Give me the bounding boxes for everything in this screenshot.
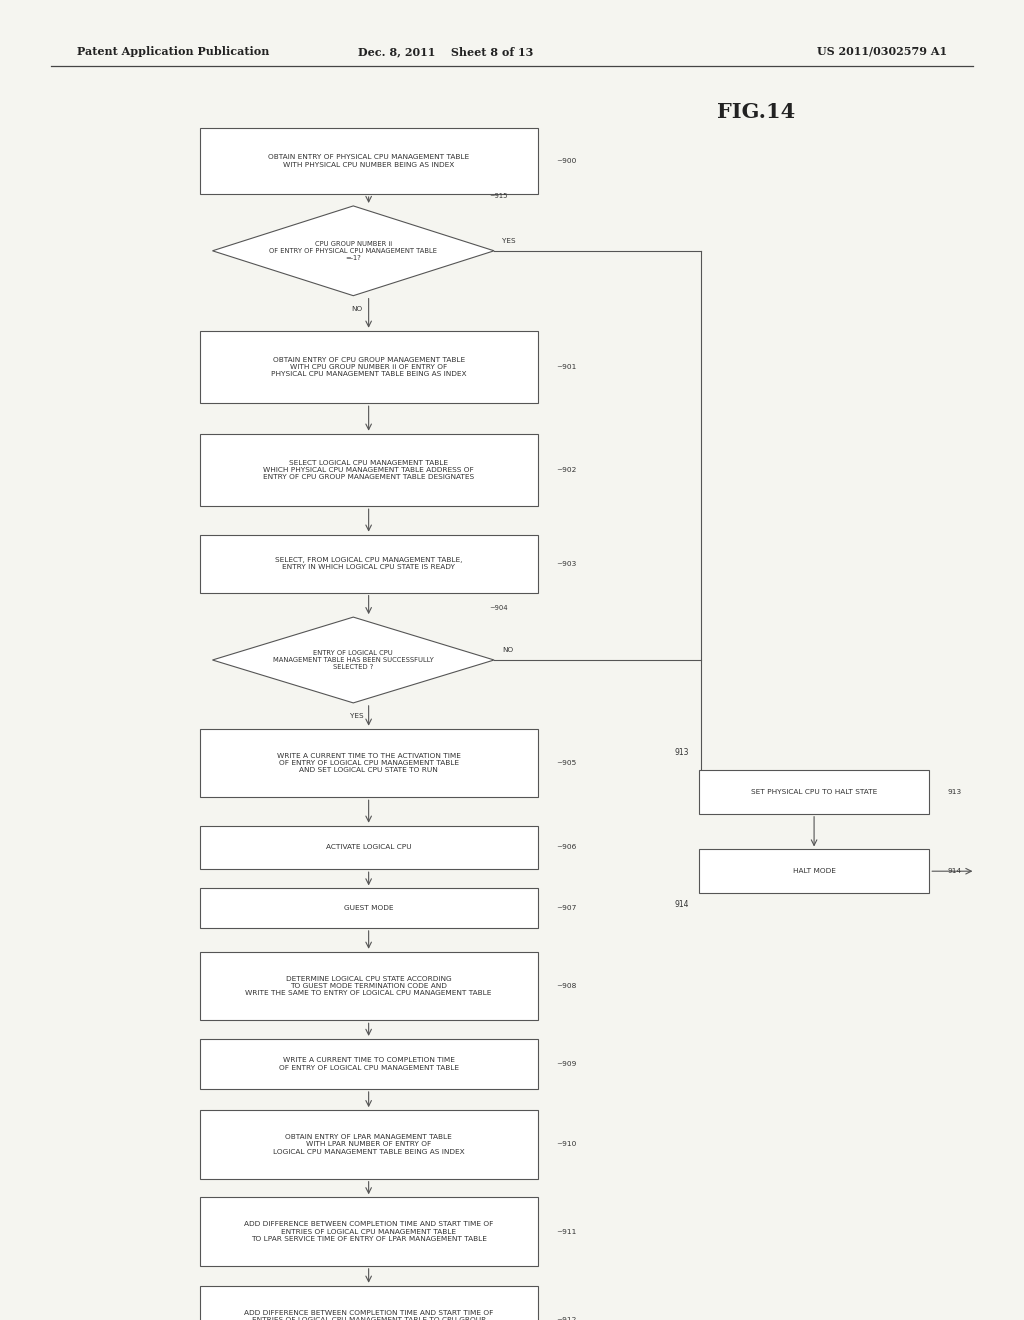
- FancyBboxPatch shape: [200, 535, 538, 593]
- FancyBboxPatch shape: [200, 128, 538, 194]
- Text: 914: 914: [674, 900, 688, 908]
- Text: ~911: ~911: [556, 1229, 577, 1234]
- FancyBboxPatch shape: [200, 433, 538, 506]
- Text: YES: YES: [349, 713, 364, 719]
- Text: US 2011/0302579 A1: US 2011/0302579 A1: [817, 46, 947, 57]
- Text: OBTAIN ENTRY OF CPU GROUP MANAGEMENT TABLE
WITH CPU GROUP NUMBER ii OF ENTRY OF
: OBTAIN ENTRY OF CPU GROUP MANAGEMENT TAB…: [271, 356, 466, 378]
- Text: ~910: ~910: [556, 1142, 577, 1147]
- FancyBboxPatch shape: [200, 729, 538, 797]
- FancyBboxPatch shape: [200, 1286, 538, 1320]
- Text: ACTIVATE LOGICAL CPU: ACTIVATE LOGICAL CPU: [326, 845, 412, 850]
- Text: ~903: ~903: [556, 561, 577, 566]
- Text: CPU GROUP NUMBER ii
OF ENTRY OF PHYSICAL CPU MANAGEMENT TABLE
=-1?: CPU GROUP NUMBER ii OF ENTRY OF PHYSICAL…: [269, 240, 437, 261]
- Text: DETERMINE LOGICAL CPU STATE ACCORDING
TO GUEST MODE TERMINATION CODE AND
WRITE T: DETERMINE LOGICAL CPU STATE ACCORDING TO…: [246, 975, 492, 997]
- Text: ~912: ~912: [556, 1317, 577, 1320]
- Text: ~909: ~909: [556, 1061, 577, 1067]
- Polygon shape: [212, 618, 494, 702]
- Text: SELECT, FROM LOGICAL CPU MANAGEMENT TABLE,
ENTRY IN WHICH LOGICAL CPU STATE IS R: SELECT, FROM LOGICAL CPU MANAGEMENT TABL…: [275, 557, 462, 570]
- Text: ~902: ~902: [556, 467, 577, 473]
- FancyBboxPatch shape: [200, 952, 538, 1020]
- Text: HALT MODE: HALT MODE: [793, 869, 836, 874]
- Text: Patent Application Publication: Patent Application Publication: [77, 46, 269, 57]
- Text: ~907: ~907: [556, 906, 577, 911]
- Text: ADD DIFFERENCE BETWEEN COMPLETION TIME AND START TIME OF
ENTRIES OF LOGICAL CPU : ADD DIFFERENCE BETWEEN COMPLETION TIME A…: [244, 1221, 494, 1242]
- Text: NO: NO: [502, 647, 513, 653]
- FancyBboxPatch shape: [200, 888, 538, 928]
- FancyBboxPatch shape: [200, 1197, 538, 1266]
- Text: WRITE A CURRENT TIME TO THE ACTIVATION TIME
OF ENTRY OF LOGICAL CPU MANAGEMENT T: WRITE A CURRENT TIME TO THE ACTIVATION T…: [276, 752, 461, 774]
- FancyBboxPatch shape: [200, 1039, 538, 1089]
- Text: ENTRY OF LOGICAL CPU
MANAGEMENT TABLE HAS BEEN SUCCESSFULLY
SELECTED ?: ENTRY OF LOGICAL CPU MANAGEMENT TABLE HA…: [273, 649, 433, 671]
- Text: FIG.14: FIG.14: [717, 102, 795, 123]
- Text: SELECT LOGICAL CPU MANAGEMENT TABLE
WHICH PHYSICAL CPU MANAGEMENT TABLE ADDRESS : SELECT LOGICAL CPU MANAGEMENT TABLE WHIC…: [263, 459, 474, 480]
- Text: WRITE A CURRENT TIME TO COMPLETION TIME
OF ENTRY OF LOGICAL CPU MANAGEMENT TABLE: WRITE A CURRENT TIME TO COMPLETION TIME …: [279, 1057, 459, 1071]
- Text: OBTAIN ENTRY OF PHYSICAL CPU MANAGEMENT TABLE
WITH PHYSICAL CPU NUMBER BEING AS : OBTAIN ENTRY OF PHYSICAL CPU MANAGEMENT …: [268, 154, 469, 168]
- Text: NO: NO: [351, 306, 361, 313]
- Text: SET PHYSICAL CPU TO HALT STATE: SET PHYSICAL CPU TO HALT STATE: [751, 789, 878, 795]
- Text: GUEST MODE: GUEST MODE: [344, 906, 393, 911]
- Text: ~900: ~900: [556, 158, 577, 164]
- FancyBboxPatch shape: [698, 850, 930, 892]
- Text: 913: 913: [674, 748, 688, 758]
- Text: ~905: ~905: [556, 760, 577, 766]
- FancyBboxPatch shape: [200, 330, 538, 404]
- Text: YES: YES: [502, 238, 516, 244]
- Text: ADD DIFFERENCE BETWEEN COMPLETION TIME AND START TIME OF
ENTRIES OF LOGICAL CPU : ADD DIFFERENCE BETWEEN COMPLETION TIME A…: [244, 1309, 494, 1320]
- FancyBboxPatch shape: [200, 1110, 538, 1179]
- Text: ~908: ~908: [556, 983, 577, 989]
- Text: ~915: ~915: [489, 193, 508, 199]
- Text: Dec. 8, 2011    Sheet 8 of 13: Dec. 8, 2011 Sheet 8 of 13: [357, 46, 534, 57]
- FancyBboxPatch shape: [200, 826, 538, 870]
- Text: ~906: ~906: [556, 845, 577, 850]
- Text: OBTAIN ENTRY OF LPAR MANAGEMENT TABLE
WITH LPAR NUMBER OF ENTRY OF
LOGICAL CPU M: OBTAIN ENTRY OF LPAR MANAGEMENT TABLE WI…: [272, 1134, 465, 1155]
- Text: ~901: ~901: [556, 364, 577, 370]
- Text: ~904: ~904: [489, 605, 508, 610]
- Text: 913: 913: [948, 789, 962, 795]
- Text: 914: 914: [948, 869, 962, 874]
- FancyBboxPatch shape: [698, 771, 930, 813]
- Polygon shape: [212, 206, 494, 296]
